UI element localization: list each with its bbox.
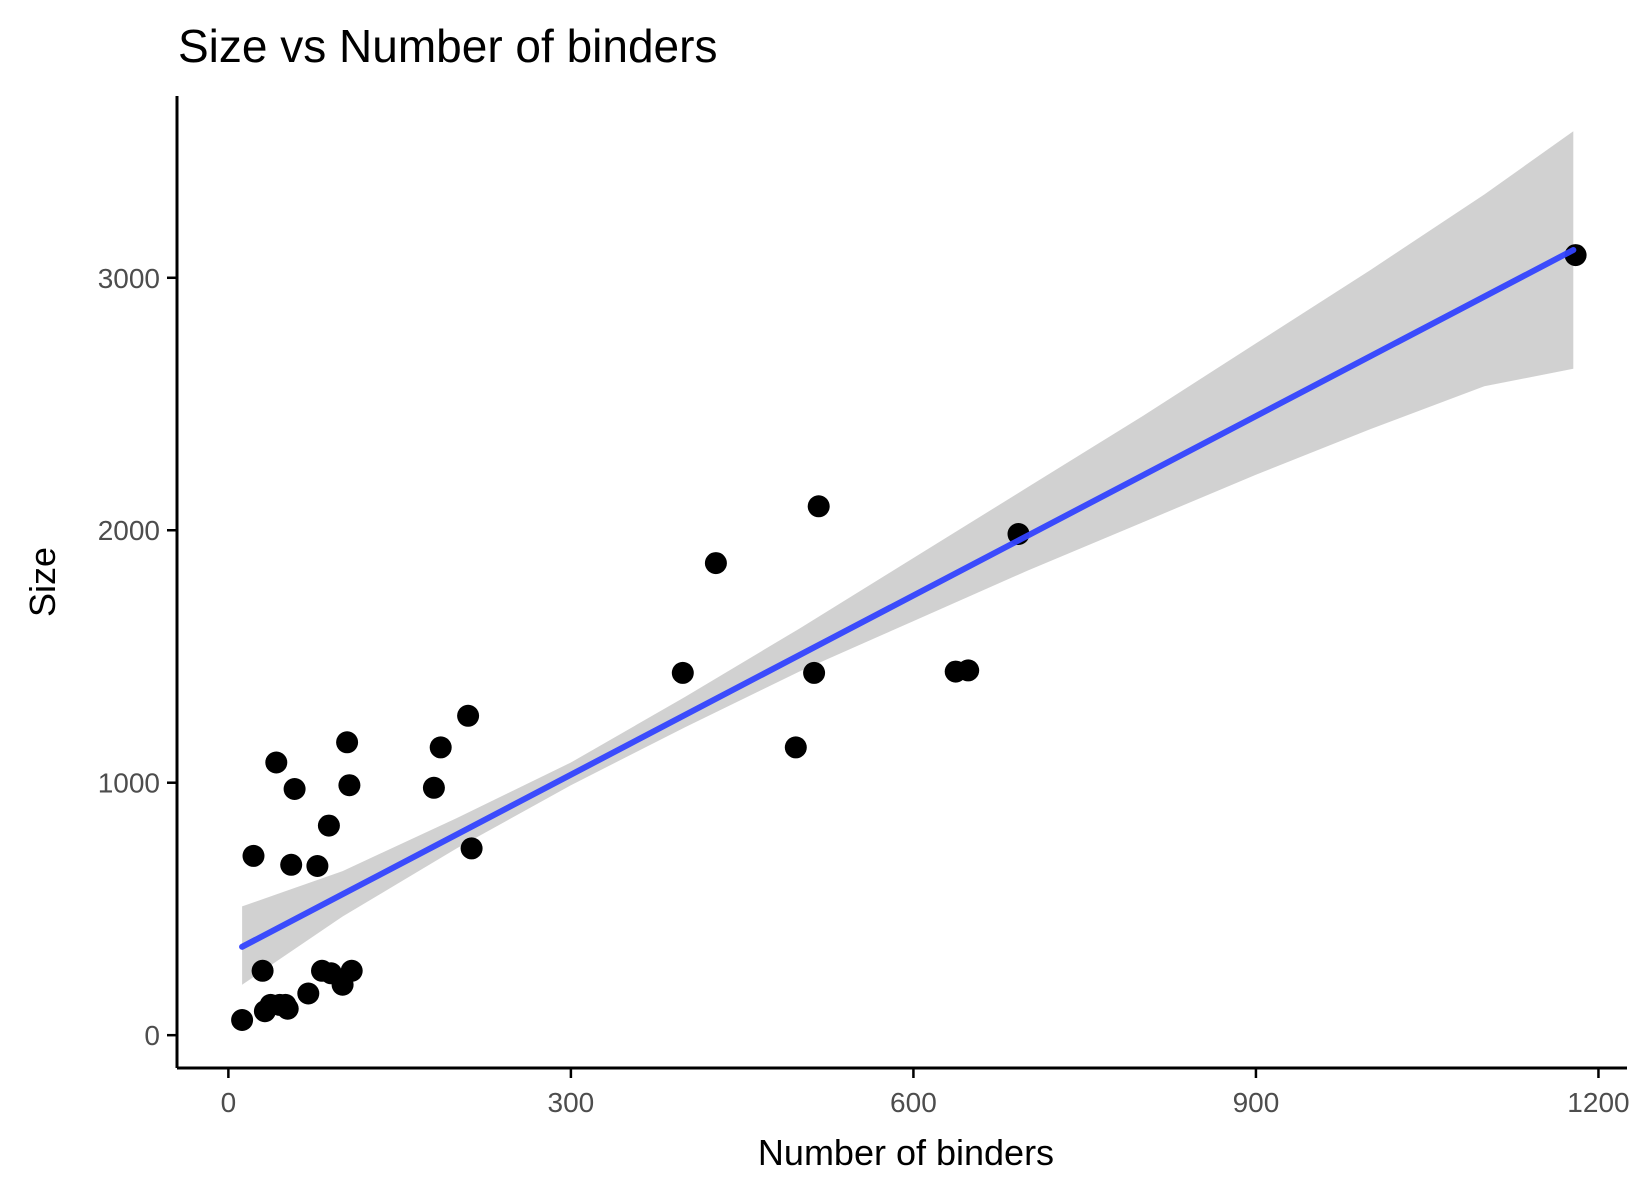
data-point-25	[704, 552, 727, 575]
data-point-21	[429, 736, 452, 759]
data-point-28	[807, 495, 830, 518]
data-point-9	[280, 853, 303, 876]
y-axis-ticks: 0 1000 2000 3000	[98, 263, 177, 1051]
y-tick-label-1: 1000	[98, 768, 160, 799]
data-point-19	[340, 959, 363, 982]
data-point-8	[276, 997, 299, 1020]
x-tick-label-4: 1200	[1567, 1087, 1629, 1118]
data-point-14	[317, 814, 340, 837]
plot-area	[231, 131, 1587, 1031]
data-point-10	[283, 778, 306, 800]
data-point-23	[460, 837, 483, 860]
data-point-5	[265, 751, 288, 774]
data-points	[231, 244, 1587, 1031]
y-axis-title: Size	[22, 547, 63, 617]
data-point-22	[457, 704, 480, 727]
chart-title: Size vs Number of binders	[178, 20, 717, 72]
x-tick-label-2: 600	[890, 1087, 937, 1118]
data-point-18	[338, 774, 361, 797]
y-tick-label-3: 3000	[98, 263, 160, 294]
data-point-1	[242, 844, 265, 867]
x-axis-ticks: 0 300 600 900 1200	[221, 1068, 1630, 1118]
data-point-26	[784, 736, 807, 759]
y-tick-label-2: 2000	[98, 515, 160, 546]
data-point-11	[297, 982, 320, 1005]
data-point-20	[422, 776, 445, 799]
data-point-0	[231, 1009, 254, 1031]
x-tick-label-3: 900	[1233, 1087, 1280, 1118]
x-tick-label-0: 0	[221, 1087, 237, 1118]
data-point-17	[336, 731, 359, 754]
x-tick-label-1: 300	[548, 1087, 595, 1118]
y-tick-label-0: 0	[144, 1020, 160, 1051]
data-point-2	[251, 959, 274, 982]
confidence-band	[242, 131, 1574, 985]
data-point-27	[803, 661, 826, 684]
x-axis-title: Number of binders	[758, 1132, 1054, 1173]
fit-line	[239, 247, 1577, 950]
data-point-12	[306, 855, 329, 877]
data-point-24	[671, 661, 694, 684]
data-point-30	[957, 659, 980, 682]
